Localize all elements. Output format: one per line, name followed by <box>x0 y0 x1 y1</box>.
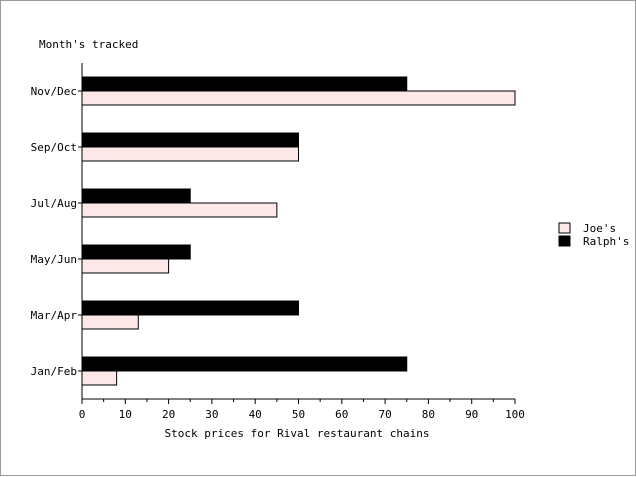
x-tick-label: 20 <box>162 408 175 421</box>
bar-ralphs <box>81 300 299 316</box>
y-tick-label: Jul/Aug <box>31 197 77 210</box>
y-tick-label: Jan/Feb <box>31 365 77 378</box>
bar-joes <box>81 146 299 162</box>
x-tick-label: 70 <box>378 408 391 421</box>
bar-ralphs <box>81 132 299 148</box>
legend-swatch <box>558 235 571 247</box>
x-tick-label: 90 <box>465 408 478 421</box>
y-tick-label: Sep/Oct <box>31 141 77 154</box>
x-tick-label: 100 <box>505 408 525 421</box>
bar-joes <box>81 258 170 274</box>
x-tick-label: 60 <box>335 408 348 421</box>
plot-area: 0 10 20 30 40 50 60 70 80 90 100 Jan/Feb Mar/Apr May/… <box>31 63 525 421</box>
y-tick-label: May/Jun <box>31 253 77 266</box>
x-tick-label: 30 <box>205 408 218 421</box>
x-axis-title: Stock prices for Rival restaurant chains <box>165 427 430 440</box>
y-axis-title: Month's tracked <box>39 38 138 51</box>
x-tick-label: 50 <box>292 408 305 421</box>
legend-swatch <box>558 222 571 234</box>
bar-ralphs <box>81 244 191 260</box>
legend-label: Joe's <box>583 222 616 235</box>
bar-ralphs <box>81 76 408 92</box>
x-tick-label: 10 <box>119 408 132 421</box>
bar-joes <box>81 314 139 330</box>
bar-ralphs <box>81 188 191 204</box>
x-tick-label: 0 <box>79 408 86 421</box>
legend-label: Ralph's <box>583 235 629 248</box>
bar-joes <box>81 202 278 218</box>
x-tick-label: 80 <box>422 408 435 421</box>
bar-joes <box>81 370 118 386</box>
bar-ralphs <box>81 356 408 372</box>
y-tick-label: Mar/Apr <box>31 309 78 322</box>
y-tick-label: Nov/Dec <box>31 85 77 98</box>
bar-joes <box>81 90 516 106</box>
x-tick-label: 40 <box>249 408 262 421</box>
